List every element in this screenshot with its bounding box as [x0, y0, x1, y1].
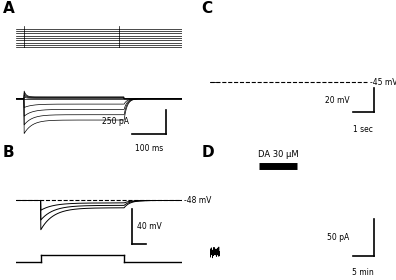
Text: 1 sec: 1 sec: [353, 125, 373, 134]
Text: 250 pA: 250 pA: [102, 118, 129, 127]
Text: A: A: [2, 1, 14, 16]
Text: 5 min: 5 min: [352, 268, 374, 277]
Text: 40 mV: 40 mV: [137, 222, 162, 231]
Text: 100 ms: 100 ms: [135, 144, 163, 153]
Text: 50 pA: 50 pA: [327, 233, 349, 242]
Text: B: B: [2, 145, 14, 160]
Text: -45 mV: -45 mV: [370, 78, 396, 87]
Text: 20 mV: 20 mV: [325, 95, 349, 104]
Text: C: C: [201, 1, 212, 16]
Text: DA 30 μM: DA 30 μM: [257, 150, 298, 158]
Text: D: D: [201, 145, 214, 160]
Text: -48 mV: -48 mV: [184, 196, 211, 205]
